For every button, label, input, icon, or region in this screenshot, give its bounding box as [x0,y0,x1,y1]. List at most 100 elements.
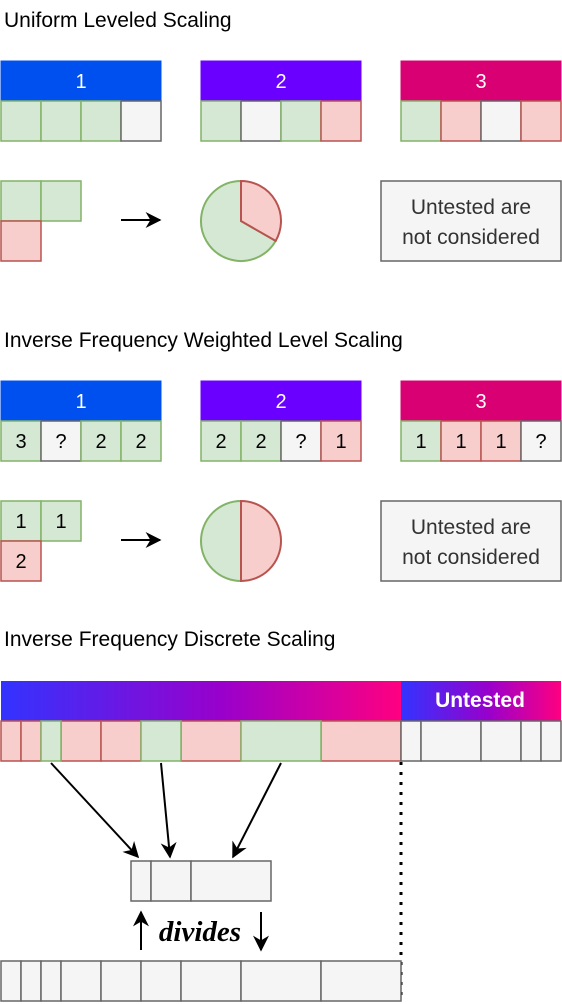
tested-cell [140,720,182,762]
pie-slice-green [200,179,278,262]
group-cell-value: ? [55,431,66,453]
pie-slice-green [200,499,242,583]
section2-pie [200,499,282,583]
group-cell [440,100,482,142]
group-header-label: 2 [275,71,286,93]
group-cell [0,420,42,462]
section1-note-box [380,180,562,262]
group-cell [520,100,562,142]
group-cell [200,420,242,462]
section2-title: Inverse Frequency Weighted Level Scaling [4,329,403,352]
group-cell-value: 2 [95,431,106,453]
group-cell-value: 1 [455,431,466,453]
summary-cell-value: 1 [55,511,66,533]
untested-cells-row [400,720,562,762]
group-cell [80,420,122,462]
middle-cell [130,860,152,902]
gradient-bar [1,681,401,721]
section2-note: Untested are not considered [380,500,562,582]
group-cell-value: 3 [15,431,26,453]
tested-green-cells [40,720,322,762]
bottom-cell [0,960,22,1002]
divides-label: divides [159,916,241,948]
tested-cell [20,720,42,762]
group-cell [200,100,242,142]
group-cell-value: 1 [415,431,426,453]
arrow-green-2 [160,762,177,859]
section1-groups: 1 2 3 [0,60,562,142]
tested-cell [320,720,402,762]
group-cell [240,100,282,142]
group-cell [480,420,522,462]
section1-summary [0,180,82,262]
section2-note-line2: not considered [402,546,540,569]
group-cell [280,100,322,142]
summary-cell [40,180,82,222]
arrow-green-3 [232,762,282,859]
untested-label: Untested [435,689,525,712]
pie-slice-red [240,499,282,583]
group-cell [400,100,442,142]
group-header-label: 3 [475,71,486,93]
bottom-cell [20,960,42,1002]
group-cell-value: 1 [335,431,346,453]
group-cell [240,420,282,462]
tested-cell [240,720,322,762]
group-cell [40,100,82,142]
group-cell [280,420,322,462]
pie-slice-red [240,179,282,243]
section1-title: Uniform Leveled Scaling [4,9,232,32]
section2-summary: 1 1 2 [0,500,82,582]
bottom-cell [40,960,62,1002]
group-header-label: 2 [275,391,286,413]
group-cell-value: ? [295,431,306,453]
bottom-row-cells [0,960,402,1002]
group-cell-value: 2 [135,431,146,453]
group-cell-value: 2 [215,431,226,453]
group-cell [480,100,522,142]
section2-groups: 13? 2 222 2? 131 1 1? [0,380,562,462]
group-cell-value: 2 [255,431,266,453]
tested-cell [100,720,142,762]
untested-cell [540,720,562,762]
group-cell [120,100,162,142]
section1-note: Untested are not considered [380,180,562,262]
group-header [400,60,562,102]
tested-cell [60,720,102,762]
summary-cell [0,220,42,262]
group-header-label: 1 [75,391,86,413]
summary-cell-value: 1 [15,511,26,533]
section3-title: Inverse Frequency Discrete Scaling [4,628,335,651]
summary-cell [0,540,42,582]
group-cell-value: ? [535,431,546,453]
untested-cell [480,720,522,762]
arrow-green-1 [50,762,140,859]
group-cell [320,100,362,142]
section1-note-line2: not considered [402,226,540,249]
bottom-cell [100,960,142,1002]
group-header [400,380,562,422]
group-cell-value: 1 [495,431,506,453]
summary-cell-value: 2 [15,551,26,573]
untested-cell [420,720,482,762]
untested-cell [400,720,422,762]
group-cell [80,100,122,142]
bottom-cell [60,960,102,1002]
section1-pie [200,179,282,262]
section2-note-line1: Untested are [411,516,531,539]
middle-cell [190,860,272,902]
middle-cell [150,860,192,902]
bottom-cell [140,960,182,1002]
section1-note-line1: Untested are [411,196,531,219]
summary-cell [0,180,42,222]
tested-cell [180,720,242,762]
group-header-label: 1 [75,71,86,93]
untested-cell [520,720,542,762]
untested-header [401,681,561,721]
group-cell [520,420,562,462]
bottom-cell [180,960,242,1002]
group-header [200,60,362,102]
group-cell [0,100,42,142]
middle-group-cells [130,860,272,902]
